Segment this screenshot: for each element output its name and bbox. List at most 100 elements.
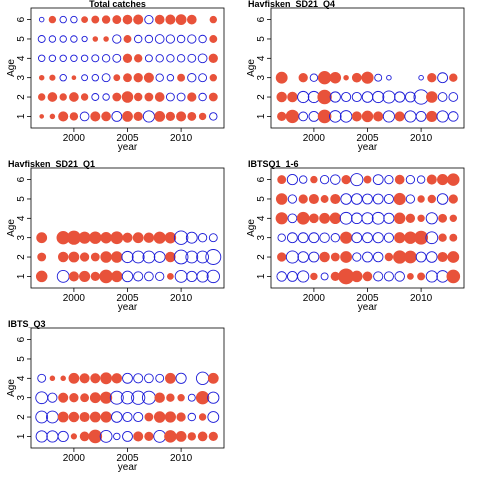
panel-title: Havfisken_SD21_Q4 [248, 0, 335, 9]
y-tick-label: 1 [16, 113, 27, 119]
bubble-negative [187, 412, 197, 422]
bubble-positive [110, 231, 124, 245]
bubble-positive [59, 93, 67, 101]
y-tick-label: 1 [16, 273, 27, 279]
bubble-negative [297, 232, 309, 244]
bubble-negative [287, 194, 298, 204]
bubble-negative [362, 232, 373, 244]
bubble-negative [448, 111, 459, 122]
bubble-negative [142, 250, 156, 264]
bubble-negative [112, 34, 122, 44]
bubble-positive [100, 251, 112, 263]
bubble-negative [287, 213, 298, 224]
chart-panel-3: Havfisken_SD21_Q1 2000 2005 2010 1 2 3 4 5 6 year A… [6, 159, 225, 313]
bubble-negative [339, 211, 353, 225]
bubble-positive [58, 392, 69, 403]
bubble-negative [46, 430, 59, 443]
bubble-negative [165, 92, 175, 102]
bubble-negative [185, 231, 198, 244]
bubble-positive [405, 213, 416, 223]
x-axis-label: year [358, 142, 378, 153]
y-tick-label: 4 [16, 215, 27, 221]
bubble-negative [404, 110, 417, 123]
bubble-positive [209, 73, 218, 82]
bubble-negative [351, 212, 363, 225]
bubble-negative [109, 390, 124, 405]
bubble-positive [394, 174, 405, 185]
bubble-positive [175, 430, 187, 442]
bubble-positive [449, 233, 458, 242]
bubble-positive [438, 233, 447, 242]
bubble-negative [362, 251, 373, 263]
bubble-positive [143, 232, 155, 243]
plot-frame [270, 167, 465, 289]
bubble-positive [144, 412, 154, 422]
y-axis-label: Age [246, 59, 257, 77]
bubble-negative [196, 270, 209, 283]
bubble-negative [144, 271, 154, 282]
bubble-negative [319, 232, 330, 243]
bubble-positive [426, 110, 438, 122]
bubble-positive [154, 14, 165, 25]
bubble-positive [207, 372, 219, 384]
bubble-positive [49, 375, 56, 382]
bubble-negative [56, 270, 70, 283]
bubble-positive [361, 71, 374, 84]
bubble-positive [361, 110, 374, 123]
bubble-positive [417, 272, 426, 281]
bubble-negative [198, 73, 208, 83]
bubble-positive [320, 195, 329, 203]
bubble-negative [176, 34, 186, 44]
x-tick-label: 2010 [170, 293, 193, 304]
bubble-negative [308, 110, 320, 122]
x-tick-label: 2010 [170, 453, 193, 464]
plot-frame [30, 327, 225, 449]
bubble-negative [384, 174, 394, 185]
bubble-negative [187, 393, 196, 402]
x-tick-label: 2005 [356, 133, 379, 144]
bubble-negative [155, 271, 165, 282]
bubble-positive [197, 431, 208, 442]
bubble-positive [165, 14, 176, 25]
bubble-negative [436, 193, 449, 205]
bubble-negative [437, 72, 449, 84]
bubble-positive [143, 72, 154, 83]
bubble-negative [185, 250, 199, 264]
bubble-positive [437, 251, 448, 263]
bubble-negative [133, 411, 144, 423]
bubble-negative [122, 372, 133, 384]
bubble-negative [187, 53, 197, 63]
bubble-positive [340, 231, 353, 244]
bubble-positive [438, 213, 448, 223]
bubble-negative [80, 54, 89, 62]
bubble-positive [144, 431, 154, 442]
bubble-negative [122, 430, 133, 442]
y-tick-label: 3 [16, 394, 27, 400]
bubble-negative [205, 249, 222, 265]
bubble-negative [122, 411, 133, 423]
bubble-negative [91, 54, 100, 63]
bubble-negative [187, 73, 197, 83]
bubble-negative [35, 391, 49, 405]
bubble-positive [48, 15, 57, 24]
bubble-negative [144, 34, 154, 44]
bubble-positive [101, 111, 111, 122]
bubble-negative [372, 232, 384, 244]
bubble-negative [154, 34, 165, 44]
bubble-positive [133, 54, 143, 63]
bubble-negative [121, 250, 134, 264]
bubble-positive [393, 212, 406, 225]
bubble-positive [49, 113, 56, 120]
bubble-positive [81, 16, 89, 24]
bubble-positive [89, 231, 102, 244]
bubble-negative [35, 430, 48, 443]
bubble-positive [69, 393, 79, 403]
bubble-positive [100, 372, 113, 385]
bubble-positive [437, 174, 449, 186]
x-tick-label: 2000 [63, 453, 86, 464]
bubble-negative [285, 250, 299, 264]
bubble-positive [166, 393, 175, 402]
bubble-positive [308, 193, 319, 205]
bubble-positive [58, 111, 69, 122]
bubble-negative [173, 230, 189, 245]
